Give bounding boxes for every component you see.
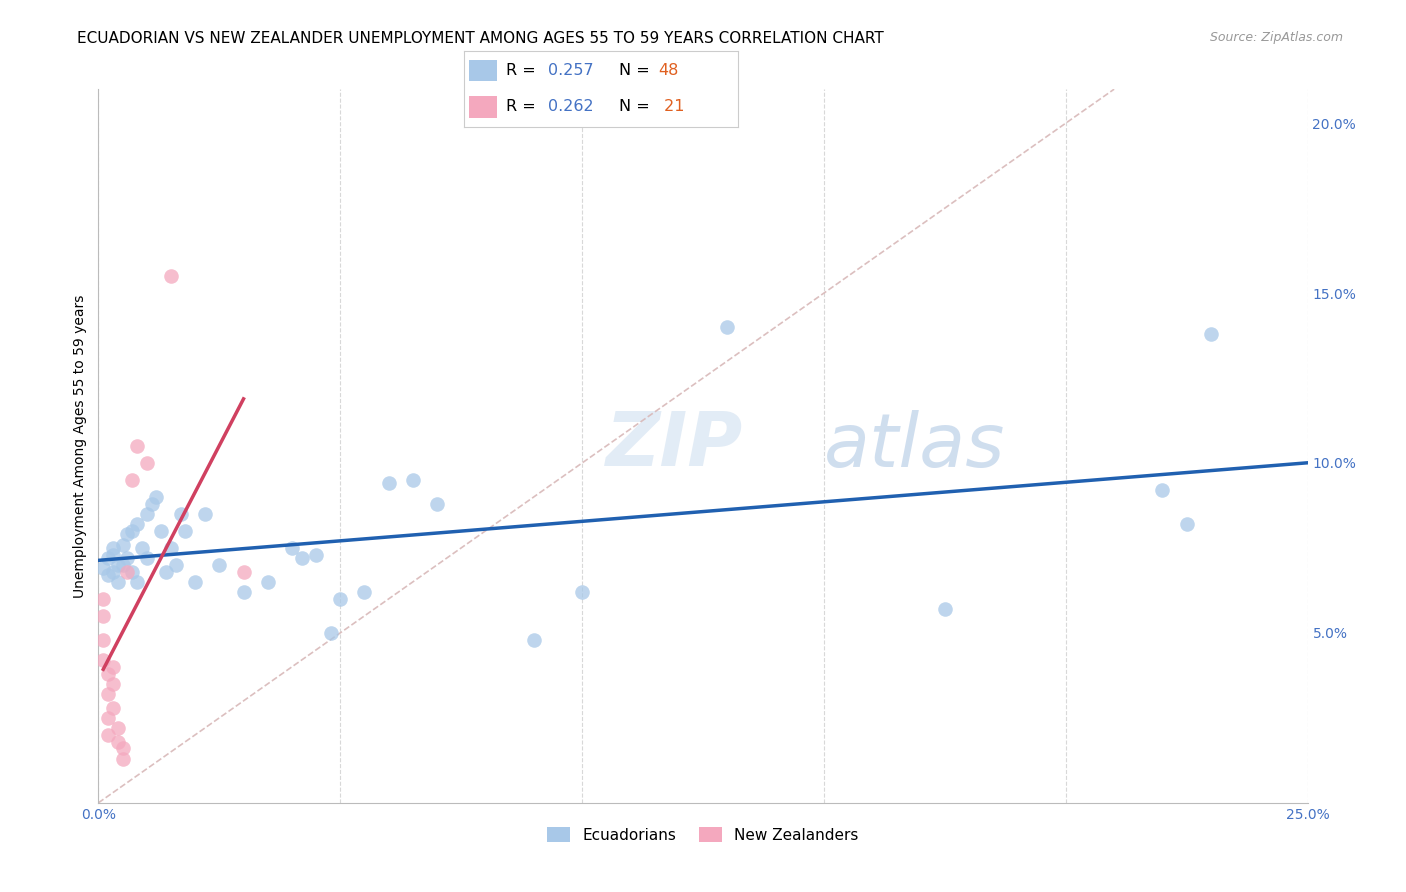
Point bbox=[184, 574, 207, 589]
Legend: Ecuadorians, New Zealanders: Ecuadorians, New Zealanders bbox=[541, 821, 865, 848]
Point bbox=[135, 456, 157, 470]
Point bbox=[127, 517, 149, 532]
Point bbox=[111, 558, 134, 572]
Y-axis label: Unemployment Among Ages 55 to 59 years: Unemployment Among Ages 55 to 59 years bbox=[73, 294, 87, 598]
Point bbox=[101, 541, 124, 555]
Point bbox=[97, 666, 120, 681]
Point bbox=[131, 541, 153, 555]
Text: atlas: atlas bbox=[824, 410, 1005, 482]
Point bbox=[353, 585, 375, 599]
Text: N =: N = bbox=[619, 99, 655, 114]
Point bbox=[117, 551, 139, 566]
Point bbox=[91, 608, 114, 623]
Text: 48: 48 bbox=[658, 62, 679, 78]
Point bbox=[117, 565, 139, 579]
Point bbox=[101, 565, 124, 579]
Point bbox=[97, 551, 120, 566]
Point bbox=[194, 507, 217, 521]
Point bbox=[97, 568, 120, 582]
Point bbox=[135, 551, 157, 566]
Point bbox=[107, 734, 129, 748]
Point bbox=[135, 507, 157, 521]
Point bbox=[402, 473, 425, 487]
Point bbox=[101, 700, 124, 714]
Point bbox=[91, 653, 114, 667]
Text: ZIP: ZIP bbox=[606, 409, 744, 483]
Point bbox=[97, 728, 120, 742]
Point bbox=[107, 558, 129, 572]
Point bbox=[290, 551, 312, 566]
Point bbox=[232, 565, 254, 579]
Point bbox=[281, 541, 304, 555]
Bar bbox=[470, 96, 496, 118]
Point bbox=[91, 632, 114, 647]
Bar bbox=[470, 60, 496, 81]
Point bbox=[111, 537, 134, 551]
Point bbox=[97, 711, 120, 725]
Point bbox=[160, 269, 183, 284]
Point bbox=[117, 527, 139, 541]
Point bbox=[174, 524, 197, 538]
Point bbox=[101, 660, 124, 674]
Text: ECUADORIAN VS NEW ZEALANDER UNEMPLOYMENT AMONG AGES 55 TO 59 YEARS CORRELATION C: ECUADORIAN VS NEW ZEALANDER UNEMPLOYMENT… bbox=[77, 31, 884, 46]
Point bbox=[377, 476, 399, 491]
Point bbox=[256, 574, 278, 589]
Point bbox=[101, 677, 124, 691]
Point bbox=[426, 497, 449, 511]
Point bbox=[111, 741, 134, 756]
Point bbox=[571, 585, 593, 599]
Point bbox=[101, 548, 124, 562]
Text: N =: N = bbox=[619, 62, 655, 78]
Point bbox=[155, 565, 177, 579]
Point bbox=[107, 721, 129, 735]
Point bbox=[121, 524, 143, 538]
Point bbox=[145, 490, 167, 504]
Point bbox=[121, 565, 143, 579]
Point bbox=[121, 473, 143, 487]
Point bbox=[934, 602, 956, 616]
Point bbox=[111, 751, 134, 765]
Point bbox=[1175, 517, 1198, 532]
Point bbox=[1152, 483, 1174, 498]
Text: Source: ZipAtlas.com: Source: ZipAtlas.com bbox=[1209, 31, 1343, 45]
Point bbox=[716, 320, 738, 334]
Text: 21: 21 bbox=[658, 99, 685, 114]
Point bbox=[169, 507, 191, 521]
Point bbox=[305, 548, 328, 562]
Point bbox=[91, 591, 114, 606]
Point bbox=[1199, 326, 1222, 341]
Point bbox=[232, 585, 254, 599]
Point bbox=[319, 626, 342, 640]
Text: 0.257: 0.257 bbox=[547, 62, 593, 78]
Text: 0.262: 0.262 bbox=[547, 99, 593, 114]
Point bbox=[141, 497, 163, 511]
Point bbox=[150, 524, 173, 538]
Point bbox=[97, 687, 120, 701]
Text: R =: R = bbox=[506, 62, 541, 78]
Point bbox=[523, 632, 546, 647]
Point bbox=[91, 561, 114, 575]
Point bbox=[165, 558, 187, 572]
Text: R =: R = bbox=[506, 99, 541, 114]
Point bbox=[160, 541, 183, 555]
Point bbox=[107, 574, 129, 589]
Point bbox=[127, 439, 149, 453]
Point bbox=[329, 591, 352, 606]
Point bbox=[208, 558, 231, 572]
Point bbox=[127, 574, 149, 589]
